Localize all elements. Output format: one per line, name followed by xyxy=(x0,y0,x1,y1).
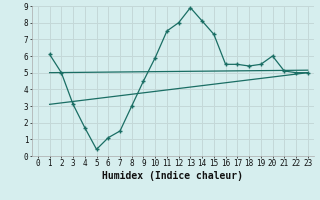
X-axis label: Humidex (Indice chaleur): Humidex (Indice chaleur) xyxy=(102,171,243,181)
